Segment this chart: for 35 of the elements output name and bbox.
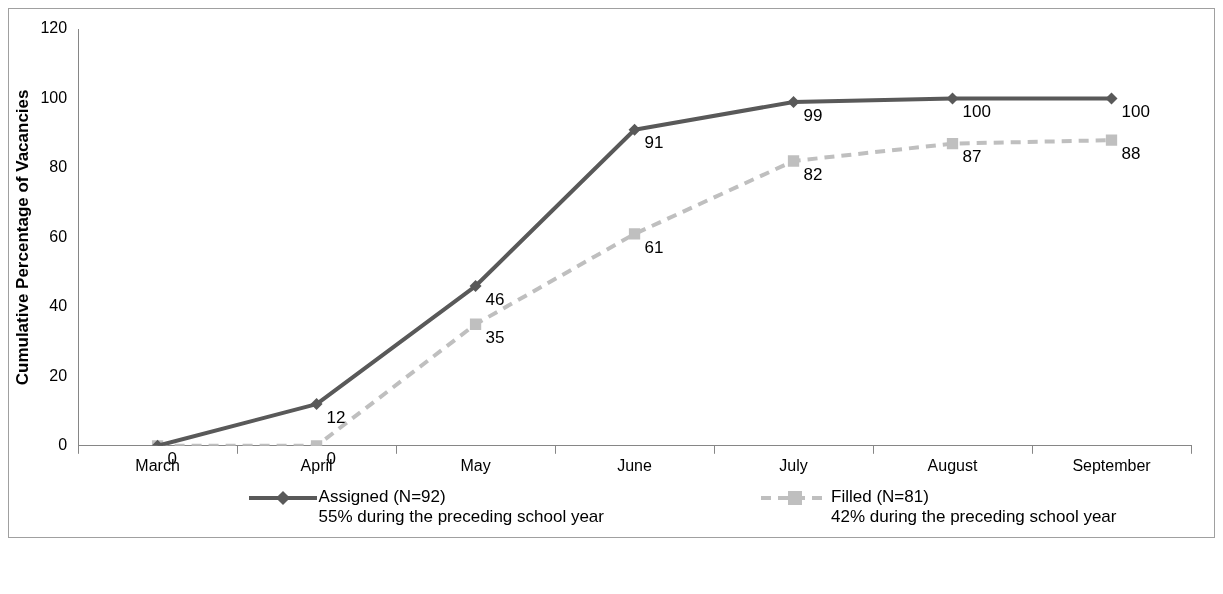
data-label: 99 — [803, 105, 823, 125]
point — [628, 123, 641, 136]
text: 55% during the preceding school year — [318, 507, 604, 527]
point — [1105, 134, 1118, 146]
point — [787, 155, 800, 167]
data-label: 46 — [485, 289, 505, 309]
x-tick-label: May — [460, 456, 491, 474]
point — [469, 318, 482, 330]
y-tick-label: 20 — [49, 366, 68, 384]
data-label: 100 — [962, 102, 991, 122]
point — [946, 137, 959, 150]
data-label: 91 — [644, 133, 664, 153]
data-label: 87 — [962, 147, 982, 167]
point — [628, 228, 641, 240]
text: 42% during the preceding school year — [831, 507, 1117, 527]
x-tick-label: September — [1072, 456, 1152, 474]
y-tick-label: 0 — [58, 436, 68, 454]
data-label: 100 — [1121, 102, 1150, 122]
data-label: 35 — [485, 327, 505, 347]
x-tick-label: June — [617, 456, 652, 474]
y-tick-label: 80 — [49, 158, 68, 176]
data-label: 82 — [803, 164, 823, 184]
y-axis-title: Cumulative Percentage of Vacancies — [12, 89, 32, 386]
y-tick-label: 60 — [49, 227, 68, 245]
legend-label: Assigned (N=92) — [318, 487, 447, 507]
data-label: 12 — [326, 407, 346, 427]
legend-label: Filled (N=81) — [831, 487, 930, 507]
x-tick-label: August — [927, 456, 978, 474]
data-label: 61 — [644, 237, 664, 257]
point — [469, 280, 482, 293]
y-tick-label: 120 — [40, 19, 68, 37]
y-tick-label: 100 — [40, 88, 68, 106]
data-label: 88 — [1121, 143, 1141, 163]
x-tick-label: July — [779, 456, 808, 474]
y-tick-label: 40 — [49, 297, 68, 315]
